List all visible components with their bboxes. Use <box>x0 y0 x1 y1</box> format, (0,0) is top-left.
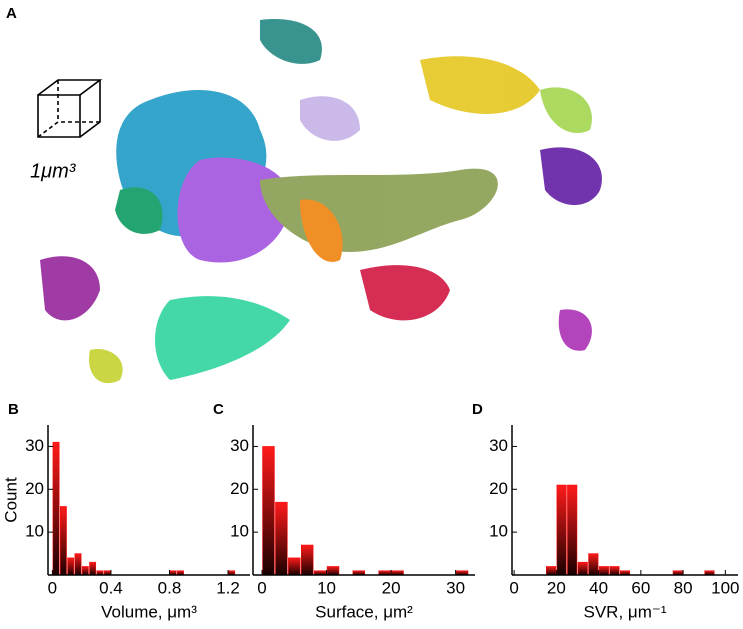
charts: 10 20 30 0 0.4 0.8 1.2 Volume, μm³ Count B 10 20 30 0… <box>1 401 739 622</box>
x-tick-label: 0.4 <box>99 578 123 597</box>
x-axis-label: Volume, μm³ <box>101 602 197 621</box>
bar <box>59 506 67 576</box>
x-tick-label: 40 <box>589 578 608 597</box>
x-axis-label: Surface, μm² <box>315 602 413 621</box>
y-tick-label: 10 <box>25 522 44 541</box>
x-tick-label: 10 <box>317 578 336 597</box>
bar <box>74 553 82 576</box>
panel-label: A <box>6 5 17 22</box>
bar <box>67 557 75 576</box>
bar <box>89 561 97 576</box>
x-tick-label: 0 <box>48 578 57 597</box>
bar <box>262 446 275 576</box>
x-tick-label: 0 <box>509 578 518 597</box>
bar <box>301 544 314 576</box>
y-axis-label: Count <box>1 477 20 523</box>
x-tick-label: 20 <box>547 578 566 597</box>
bar <box>275 501 288 576</box>
x-tick-label: 100 <box>711 578 739 597</box>
y-tick-label: 30 <box>25 436 44 455</box>
panel-label: C <box>213 401 224 418</box>
bar <box>288 557 301 576</box>
bar <box>326 566 340 576</box>
y-tick-label: 10 <box>230 522 249 541</box>
astrocyte-render <box>40 19 602 384</box>
x-tick-label: 80 <box>674 578 693 597</box>
bar <box>556 484 567 576</box>
scale-cube <box>37 79 103 138</box>
x-tick-label: 0 <box>257 578 266 597</box>
x-tick-label: 60 <box>631 578 650 597</box>
scale-label: 1μm³ <box>30 160 77 182</box>
y-tick-label: 30 <box>489 436 508 455</box>
x-tick-label: 1.2 <box>216 578 240 597</box>
bar <box>81 566 89 576</box>
x-tick-label: 20 <box>382 578 401 597</box>
bar <box>598 566 609 576</box>
bar <box>567 484 578 576</box>
y-tick-label: 30 <box>230 436 249 455</box>
x-tick-label: 0.8 <box>158 578 182 597</box>
y-tick-label: 10 <box>489 522 508 541</box>
bar <box>546 566 557 576</box>
panel-label: B <box>8 401 19 418</box>
y-tick-label: 20 <box>489 479 508 498</box>
panel-label: D <box>472 401 483 418</box>
bar <box>609 566 620 576</box>
bar <box>52 441 60 576</box>
x-axis-label: SVR, μm⁻¹ <box>584 602 667 621</box>
bar <box>577 561 588 576</box>
y-tick-label: 20 <box>230 479 249 498</box>
x-tick-label: 30 <box>446 578 465 597</box>
y-tick-label: 20 <box>25 479 44 498</box>
bar <box>588 553 599 576</box>
